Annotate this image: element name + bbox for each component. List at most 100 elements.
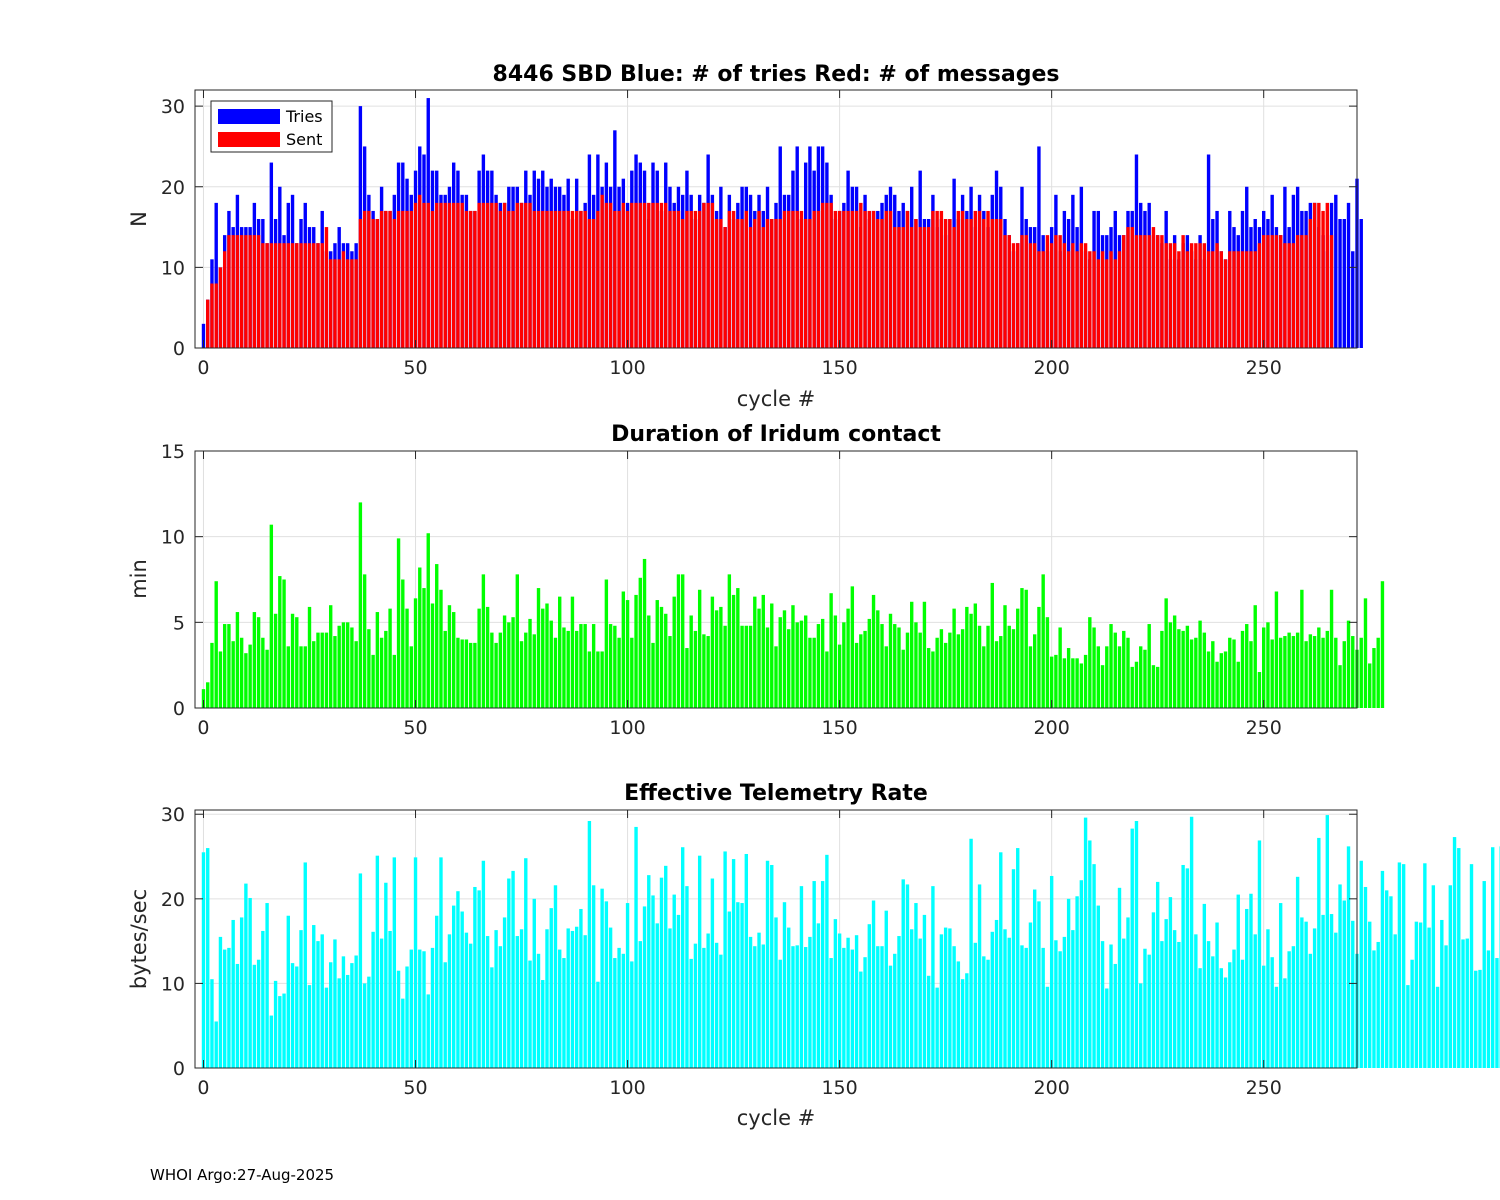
bar-sent	[1007, 235, 1011, 348]
bar-rate	[1372, 950, 1376, 1068]
bar-sent	[1062, 243, 1067, 348]
bar-duration	[1236, 661, 1240, 708]
bar-rate	[1491, 847, 1495, 1068]
bar-duration	[1228, 637, 1232, 708]
bar-sent	[460, 202, 464, 348]
bar-rate	[1478, 969, 1482, 1068]
bar-duration	[829, 593, 833, 708]
bar-sent	[1325, 202, 1330, 348]
x-tick-label: 100	[609, 717, 645, 739]
bar-duration	[999, 636, 1003, 708]
bar-rate	[859, 971, 863, 1068]
bar-sent	[867, 210, 871, 348]
bar-sent	[774, 219, 778, 348]
bar-rate	[651, 895, 655, 1068]
bar-sent	[901, 227, 905, 348]
x-tick-label: 0	[197, 1077, 209, 1099]
bar-duration	[1160, 630, 1164, 708]
bar-sent	[490, 202, 494, 348]
bar-duration	[405, 608, 409, 708]
bar-rate	[1300, 917, 1304, 1068]
bar-duration	[248, 644, 252, 708]
bar-duration	[422, 588, 426, 708]
bar-rate	[1342, 900, 1346, 1068]
bar-duration	[990, 582, 994, 708]
bar-duration	[727, 574, 732, 708]
bar-sent	[464, 210, 469, 348]
bar-duration	[1334, 637, 1338, 708]
bar-sent	[1126, 227, 1130, 348]
bar-duration	[1249, 641, 1253, 708]
bar-duration	[354, 641, 358, 708]
y-tick-label: 30	[161, 804, 185, 826]
bar-duration	[871, 594, 876, 708]
bar-duration	[634, 594, 638, 708]
bar-sent	[451, 202, 456, 348]
bar-rate	[210, 979, 214, 1068]
bar-sent	[943, 219, 948, 348]
bar-sent	[341, 251, 346, 348]
bar-duration	[736, 588, 740, 708]
bar-sent	[316, 243, 320, 348]
bar-duration	[426, 533, 430, 708]
legend-swatch-tries	[218, 109, 280, 124]
bar-duration	[791, 605, 795, 708]
bar-sent	[562, 210, 566, 348]
bar-rate	[1308, 953, 1313, 1068]
bar-rate	[392, 857, 397, 1068]
bar-rate	[1079, 880, 1084, 1068]
bar-rate	[1465, 938, 1469, 1068]
bar-duration	[625, 600, 630, 708]
bar-sent	[999, 219, 1003, 348]
bar-sent	[744, 210, 749, 348]
bar-duration	[1054, 654, 1058, 708]
bar-sent	[935, 210, 939, 348]
bar-sent	[931, 210, 935, 348]
bar-rate	[850, 949, 855, 1068]
bar-rate	[901, 879, 905, 1068]
bar-rate	[222, 949, 227, 1068]
bar-duration	[477, 608, 481, 708]
bar-sent	[536, 210, 541, 348]
bar-rate	[1206, 941, 1211, 1068]
bar-rate	[519, 929, 524, 1068]
bar-sent	[1232, 251, 1236, 348]
bar-duration	[1274, 591, 1279, 708]
bar-duration	[1300, 589, 1304, 708]
bar-duration	[316, 632, 320, 708]
x-tick-label: 250	[1246, 717, 1282, 739]
bar-rate	[1198, 968, 1202, 1068]
bar-rate	[435, 915, 439, 1068]
bar-rate	[1236, 894, 1240, 1068]
bar-tries	[1346, 202, 1351, 348]
bar-duration	[1016, 608, 1020, 708]
bar-duration	[748, 625, 753, 708]
bar-duration	[460, 639, 464, 708]
bar-rate	[1401, 864, 1406, 1068]
bar-sent	[846, 210, 850, 348]
bar-sent	[770, 219, 774, 348]
bar-duration	[714, 610, 719, 708]
bar-sent	[413, 202, 418, 348]
bar-duration	[1202, 632, 1207, 708]
bar-rate	[341, 956, 346, 1068]
bar-duration	[1143, 649, 1147, 708]
bar-duration	[583, 624, 587, 708]
bar-sent	[1270, 235, 1274, 348]
bar-duration	[863, 630, 867, 708]
bar-duration	[719, 606, 723, 708]
bar-duration	[447, 605, 452, 708]
bar-duration	[256, 617, 261, 708]
bar-sent	[621, 202, 626, 348]
bar-rate	[880, 946, 884, 1068]
bar-sent	[1139, 235, 1143, 348]
bar-duration	[816, 624, 821, 708]
bar-duration	[507, 622, 511, 708]
bar-sent	[833, 210, 838, 348]
bar-rate	[239, 917, 244, 1068]
bar-duration	[511, 617, 515, 708]
bar-sent	[579, 210, 583, 348]
legend: Tries Sent	[210, 100, 333, 153]
bar-sent	[498, 210, 503, 348]
bar-sent	[515, 202, 520, 348]
